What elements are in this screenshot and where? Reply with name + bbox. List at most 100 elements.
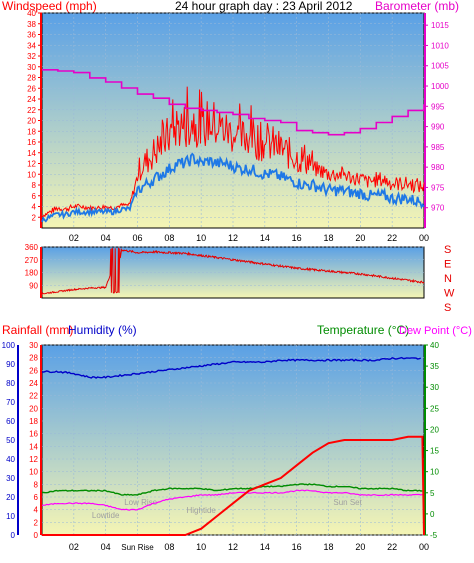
barometer-y-axis: 970 975 980 985 990 995 1000 1005 1010 1015 [424,13,449,228]
x-tick-label: 10 [196,233,206,243]
windspeed-axis-title: Windspeed (mph) [2,0,97,13]
y-tick-label: 14 [27,149,36,158]
average-wind-series-line [41,152,425,223]
x-tick-label: 22 [387,233,397,243]
annotation-label: Hightide [186,506,216,515]
y-tick-label: 970 [431,204,445,213]
gust-series-line [41,86,425,218]
humidity-tick-label: 10 [6,512,15,521]
rainfall-tick-label: 4 [34,506,39,515]
temperature-series-line [41,483,423,496]
compass-label: N [444,273,452,285]
direction-series [41,247,425,295]
y-tick-label: 1005 [431,62,449,71]
humidity-tick-label: 20 [6,493,15,502]
direction-series-line [41,247,425,295]
y-tick-label: 180 [25,269,39,278]
y-tick-label: 4 [32,203,37,212]
y-tick-label: 360 [25,243,39,252]
y-tick-label: 36 [27,31,36,40]
temperature-tick-label: 35 [430,362,439,371]
x-tick-label: 20 [355,233,365,243]
humidity-y-axis: 0 10 20 30 40 50 60 70 80 90 100 [2,341,19,540]
x-tick-label: 04 [101,233,111,243]
y-tick-label: 980 [431,163,445,172]
rainfall-tick-label: 22 [29,392,38,401]
direction-panel-background [41,246,425,299]
rain-panel-series [41,356,425,536]
x-tick-label: 00 [419,233,429,243]
rainfall-tick-label: 14 [29,442,38,451]
y-tick-label: 22 [27,106,36,115]
rainfall-tick-label: 18 [29,417,38,426]
annotation-label: Lowtide [92,511,120,520]
x-tick-label: 02 [69,233,79,243]
x-tick-label: 02 [69,542,79,552]
temperature-tick-label: -5 [430,531,438,540]
rainfall-tick-label: 30 [29,341,38,350]
y-tick-label: 1000 [431,82,449,91]
rainfall-series-line [42,435,425,536]
humidity-series-line [41,356,422,379]
barometer-axis-title: Barometer (mb) [375,0,459,13]
compass-label: S [444,302,451,314]
y-tick-label: 12 [27,160,36,169]
y-tick-label: 6 [32,192,37,201]
temperature-tick-label: 25 [430,404,439,413]
y-tick-label: 90 [29,281,38,290]
x-tick-label: 00 [419,542,429,552]
chart-title: 24 hour graph day : 23 April 2012 [175,0,353,13]
y-tick-label: 34 [27,41,36,50]
humidity-tick-label: 100 [2,341,16,350]
wind-panel-series [41,69,425,223]
x-tick-label: 14 [260,542,270,552]
compass-label: S [444,244,451,256]
dewpoint-series-line [41,489,423,511]
x-tick-label: 08 [164,233,174,243]
x-tick-label: 06 [132,233,142,243]
x-tick-label: 12 [228,233,238,243]
annotation-label: Sun Set [333,498,362,507]
rainfall-tick-label: 6 [34,493,39,502]
humidity-tick-label: 30 [6,474,15,483]
rainfall-axis-title: Rainfall (mm) [2,323,73,337]
y-tick-label: 985 [431,143,445,152]
y-tick-label: 40 [27,9,36,18]
dewpoint-axis-title: Dew Point (°C) [399,325,472,337]
barometer-series-line [42,69,425,136]
y-tick-label: 270 [25,256,39,265]
rainfall-tick-label: 26 [29,366,38,375]
y-tick-label: 10 [27,170,36,179]
rainfall-tick-label: 12 [29,455,38,464]
y-tick-label: 8 [32,181,37,190]
y-tick-label: 26 [27,84,36,93]
y-tick-label: 990 [431,123,445,132]
x-tick-label: 18 [323,542,333,552]
rain-panel-x-axis: 02 04 Sun Rise 08 10 12 14 16 18 20 22 00 [69,542,429,552]
y-tick-label: 16 [27,138,36,147]
x-tick-label: 14 [260,233,270,243]
humidity-tick-label: 70 [6,398,15,407]
x-tick-label: Sun Rise [121,543,154,552]
y-tick-label: 1015 [431,21,449,30]
rainfall-tick-label: 20 [29,404,38,413]
temperature-tick-label: 20 [430,425,439,434]
y-tick-label: 995 [431,102,445,111]
x-tick-label: 08 [164,542,174,552]
temperature-tick-label: 30 [430,383,439,392]
temperature-tick-label: 0 [430,510,435,519]
x-tick-label: 10 [196,542,206,552]
humidity-tick-label: 80 [6,379,15,388]
x-tick-label: 18 [323,233,333,243]
temperature-tick-label: 40 [430,341,439,350]
temperature-tick-label: 15 [430,447,439,456]
rainfall-tick-label: 10 [29,468,38,477]
rainfall-tick-label: 0 [34,531,39,540]
humidity-tick-label: 50 [6,436,15,445]
